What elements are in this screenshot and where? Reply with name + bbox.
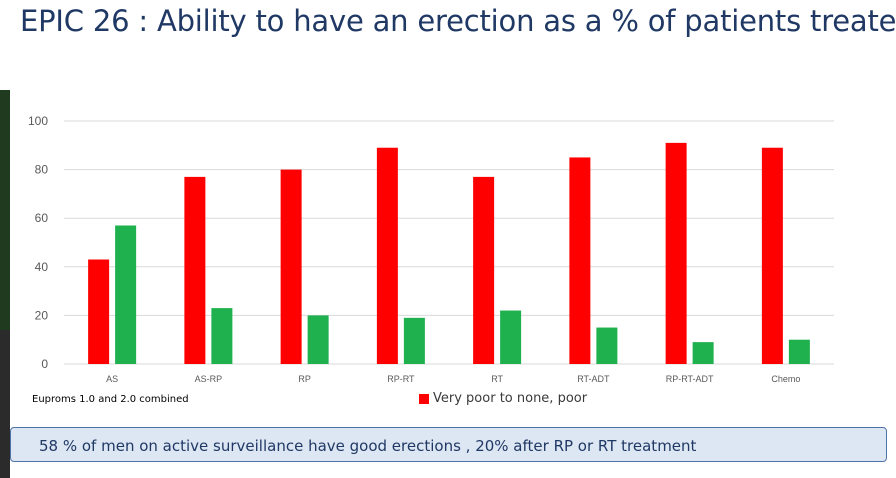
y-axis-tick-labels: 0 20 40 60 80 100 (28, 114, 48, 371)
bar-green (307, 315, 329, 364)
chart-footnote: Euproms 1.0 and 2.0 combined (32, 394, 189, 405)
y-tick-label: 40 (35, 260, 49, 274)
x-tick-label: RP (298, 374, 311, 384)
x-tick-label: Chemo (771, 374, 800, 384)
y-tick-label: 60 (35, 211, 49, 225)
legend-label: Very poor to none, poor (433, 391, 588, 406)
bar-red (88, 259, 110, 364)
x-tick-label: RT (491, 374, 503, 384)
x-tick-label: AS (106, 374, 118, 384)
bar-green (596, 327, 618, 364)
chart-legend: Very poor to none, poor (419, 391, 587, 406)
bar-green (788, 339, 810, 364)
chart-bars (88, 142, 810, 364)
x-tick-label: AS-RP (195, 374, 223, 384)
y-tick-label: 80 (35, 163, 49, 177)
x-tick-label: RP-RT-ADT (666, 374, 714, 384)
x-tick-label: RT-ADT (577, 374, 610, 384)
bar-green (403, 317, 425, 364)
bar-chart: 0 20 40 60 80 100 AS AS-RP RP RP-RT RT RT-ADT RP-RT… (28, 114, 834, 384)
summary-callout-box: 58 % of men on active surveillance have … (10, 427, 887, 462)
bar-red (280, 169, 302, 364)
bar-green (115, 225, 137, 364)
bar-red (569, 157, 591, 364)
bar-red (473, 176, 495, 364)
y-tick-label: 0 (41, 357, 48, 371)
x-tick-label: RP-RT (387, 374, 415, 384)
bar-red (761, 147, 783, 364)
bar-red (376, 147, 398, 364)
bar-green (500, 310, 522, 364)
slide-title: EPIC 26 : Ability to have an erection as… (20, 4, 896, 38)
legend-swatch-red (419, 393, 429, 404)
bar-green (692, 342, 714, 364)
chart-gridlines (64, 120, 834, 365)
bar-red (665, 142, 687, 364)
left-edge-strip-top (0, 0, 10, 90)
y-tick-label: 100 (28, 114, 48, 128)
summary-callout-text: 58 % of men on active surveillance have … (39, 437, 697, 455)
left-edge-strip-low (0, 330, 10, 478)
x-axis-tick-labels: AS AS-RP RP RP-RT RT RT-ADT RP-RT-ADT Chemo (106, 374, 800, 384)
y-tick-label: 20 (35, 308, 49, 322)
bar-green (211, 308, 233, 364)
left-edge-strip (0, 90, 10, 330)
bar-red (184, 176, 206, 364)
